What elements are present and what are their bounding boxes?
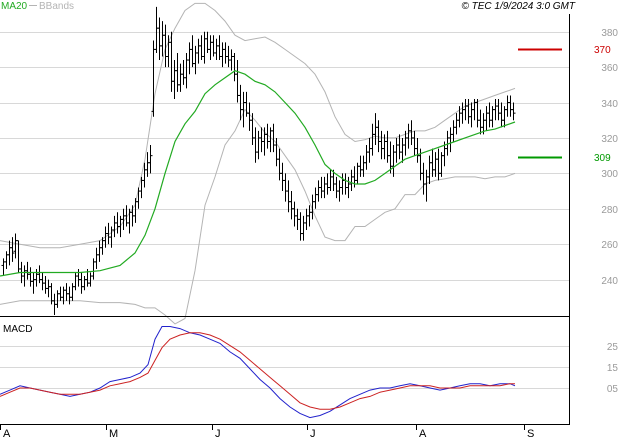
bband-upper-line — [0, 2, 516, 249]
month-label: A — [3, 428, 11, 440]
price-tick-label: 380 — [601, 28, 618, 39]
month-label: A — [419, 428, 427, 440]
month-label: J — [215, 428, 221, 440]
macd-tick-label: 15 — [607, 363, 619, 374]
support-level-label: 309 — [594, 153, 611, 164]
price-panel — [0, 2, 516, 325]
price-tick-label: 260 — [601, 240, 618, 251]
price-tick-label: 280 — [601, 205, 618, 216]
macd-title: MACD — [3, 324, 32, 335]
price-bar — [511, 102, 516, 121]
price-tick-label: 300 — [601, 169, 618, 180]
bband-lower-line — [0, 108, 516, 325]
copyright-text: © TEC 1/9/2024 3:0 GMT — [461, 1, 575, 12]
legend-bbands: BBands — [39, 1, 74, 12]
month-label: M — [109, 428, 118, 440]
price-bar — [10, 237, 15, 262]
price-tick-label: 240 — [601, 276, 618, 287]
price-tick-label: 360 — [601, 63, 618, 74]
macd-panel — [0, 326, 516, 419]
month-label: J — [310, 428, 316, 440]
ma20-line — [0, 70, 516, 277]
price-tick-label: 340 — [601, 99, 618, 110]
price-panel-grid — [0, 32, 569, 281]
axes: 240 260 280 300 320 340 360 380 05 15 25 370 309 A M J J… — [0, 14, 618, 440]
macd-tick-label: 25 — [607, 342, 619, 353]
macd-panel-grid — [0, 346, 569, 389]
resistance-level-label: 370 — [594, 45, 611, 56]
macd-signal-line — [0, 332, 515, 410]
month-label: S — [527, 428, 534, 440]
price-tick-label: 320 — [601, 134, 618, 145]
price-bar — [148, 145, 153, 174]
macd-tick-label: 05 — [607, 384, 619, 395]
legend-ma20: MA20 — [1, 1, 28, 12]
